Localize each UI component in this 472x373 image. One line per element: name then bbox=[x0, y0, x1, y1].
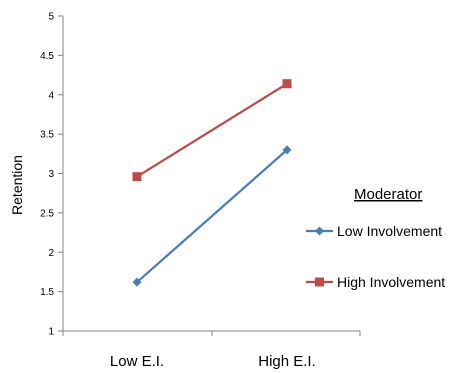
series-line bbox=[136, 82, 288, 178]
series-line bbox=[136, 149, 288, 284]
legend-label: Low Involvement bbox=[337, 223, 442, 239]
legend-item: Low Involvement bbox=[306, 223, 442, 239]
legend-swatch-marker bbox=[315, 277, 324, 287]
y-tick-label: 2.5 bbox=[40, 208, 54, 219]
y-tick-label: 4 bbox=[48, 90, 54, 101]
y-tick-label: 4.5 bbox=[40, 51, 54, 62]
y-tick-label: 1.5 bbox=[40, 287, 54, 298]
series-high-involvement bbox=[132, 79, 292, 182]
series-layer bbox=[132, 79, 292, 287]
legend: Moderator Low Involvement High Involvemen… bbox=[306, 186, 445, 290]
data-point bbox=[282, 145, 292, 155]
y-tick-label: 3 bbox=[48, 169, 54, 180]
y-tick-label: 1 bbox=[48, 327, 54, 338]
legend-label: High Involvement bbox=[337, 274, 445, 290]
x-category-label: Low E.I. bbox=[110, 353, 164, 370]
y-tick-label: 5 bbox=[48, 12, 54, 23]
data-point bbox=[132, 172, 142, 182]
x-category-label: High E.I. bbox=[258, 353, 316, 370]
series-low-involvement bbox=[132, 145, 292, 287]
data-point bbox=[132, 277, 142, 287]
data-point bbox=[282, 79, 292, 89]
y-axis-title: Retention bbox=[9, 155, 25, 215]
x-axis: Low E.I. High E.I. bbox=[62, 330, 361, 370]
legend-title: Moderator bbox=[354, 186, 422, 203]
y-tick-label: 3.5 bbox=[40, 130, 54, 141]
y-axis: 1 1.5 2 2.5 3 3.5 4 4.5 5 bbox=[40, 12, 64, 338]
legend-swatch-marker bbox=[315, 226, 324, 236]
y-tick-label: 2 bbox=[48, 248, 54, 259]
legend-item: High Involvement bbox=[306, 274, 445, 290]
